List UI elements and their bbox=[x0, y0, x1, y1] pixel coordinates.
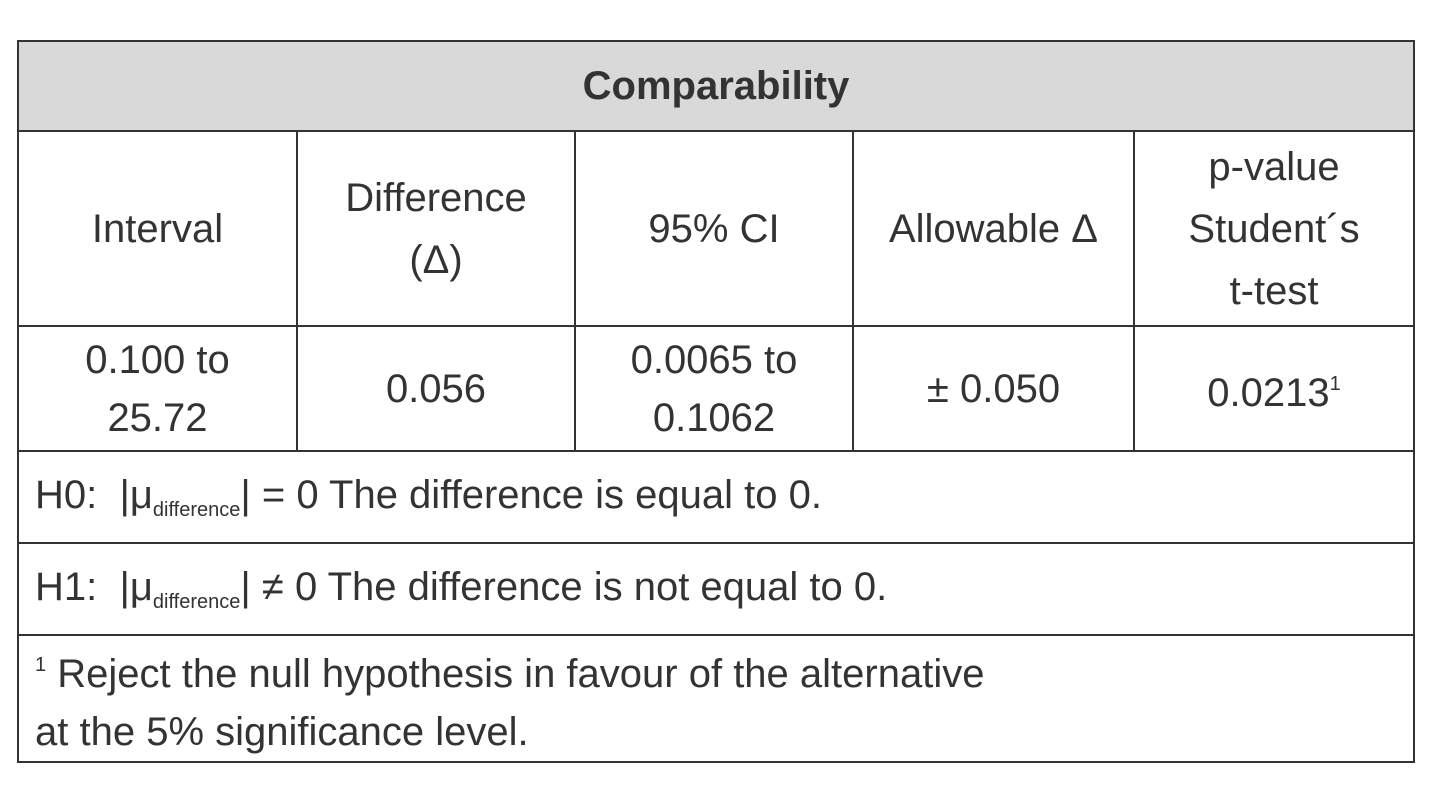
footnote-line: 1 Reject the null hypothesis in favour o… bbox=[35, 636, 1413, 703]
data-line: 0.1062 bbox=[652, 395, 776, 440]
h0-statement: | = 0 The difference is equal to 0. bbox=[240, 472, 822, 517]
header-cell: p-value Student´s t-test bbox=[1132, 130, 1416, 327]
h0-row: H0: |μdifference| = 0 The difference is … bbox=[16, 450, 1416, 544]
data-cell: 0.056 bbox=[296, 325, 576, 452]
h1-statement: | ≠ 0 The difference is not equal to 0. bbox=[240, 564, 888, 609]
h0-sub: difference bbox=[152, 498, 241, 521]
h0-label: H0: bbox=[35, 472, 98, 517]
h1-mu: |μ bbox=[119, 564, 153, 609]
data-line: 0.0065 to bbox=[630, 337, 798, 382]
data-row: 0.100 to 25.72 0.056 0.0065 to 0.1062 ± 0.050… bbox=[17, 325, 1416, 452]
header-line: Student´s bbox=[1188, 206, 1360, 251]
header-line: t-test bbox=[1229, 268, 1319, 313]
header-cell: Interval bbox=[17, 130, 298, 327]
h1-label: H1: bbox=[35, 564, 98, 609]
comparability-table: Comparability Interval Difference (Δ) 95% C… bbox=[16, 40, 1416, 763]
h1-cell: H1: |μdifference| ≠ 0 The difference is … bbox=[16, 542, 1416, 636]
header-line: 95% CI bbox=[648, 206, 780, 251]
title-row: Comparability bbox=[16, 40, 1416, 132]
data-value: 0.0213 bbox=[1207, 371, 1330, 415]
header-cell: 95% CI bbox=[574, 130, 854, 327]
data-cell: ± 0.050 bbox=[852, 325, 1135, 452]
h0-cell: H0: |μdifference| = 0 The difference is … bbox=[16, 450, 1416, 544]
footnote-cell: 1 Reject the null hypothesis in favour o… bbox=[16, 634, 1416, 763]
data-line: 0.056 bbox=[385, 366, 487, 411]
h0-mu: |μ bbox=[119, 472, 153, 517]
header-line: p-value bbox=[1208, 144, 1340, 189]
header-row: Interval Difference (Δ) 95% CI Allowable Δ p-… bbox=[17, 130, 1416, 327]
footnote-text: at the 5% significance level. bbox=[35, 710, 529, 754]
data-cell: 0.0065 to 0.1062 bbox=[574, 325, 854, 452]
header-line: Difference bbox=[345, 175, 527, 220]
header-line: Interval bbox=[91, 206, 224, 251]
header-line: Allowable Δ bbox=[888, 206, 1099, 251]
data-line: 25.72 bbox=[107, 395, 208, 440]
table-title: Comparability bbox=[16, 40, 1416, 132]
h1-sub: difference bbox=[152, 590, 241, 613]
header-line: (Δ) bbox=[409, 237, 463, 282]
header-cell: Difference (Δ) bbox=[296, 130, 576, 327]
footnote-text: Reject the null hypothesis in favour of … bbox=[57, 652, 985, 696]
footnote-marker: 1 bbox=[35, 654, 47, 676]
footnote-row: 1 Reject the null hypothesis in favour o… bbox=[16, 634, 1416, 763]
data-cell: 0.100 to 25.72 bbox=[17, 325, 298, 452]
data-line: ± 0.050 bbox=[926, 366, 1061, 411]
header-cell: Allowable Δ bbox=[852, 130, 1135, 327]
data-cell: 0.02131 bbox=[1132, 325, 1416, 452]
data-line: 0.100 to bbox=[85, 337, 230, 382]
footnote-ref: 1 bbox=[1329, 373, 1341, 395]
h1-row: H1: |μdifference| ≠ 0 The difference is … bbox=[16, 542, 1416, 636]
footnote-line: at the 5% significance level. bbox=[35, 703, 1413, 761]
